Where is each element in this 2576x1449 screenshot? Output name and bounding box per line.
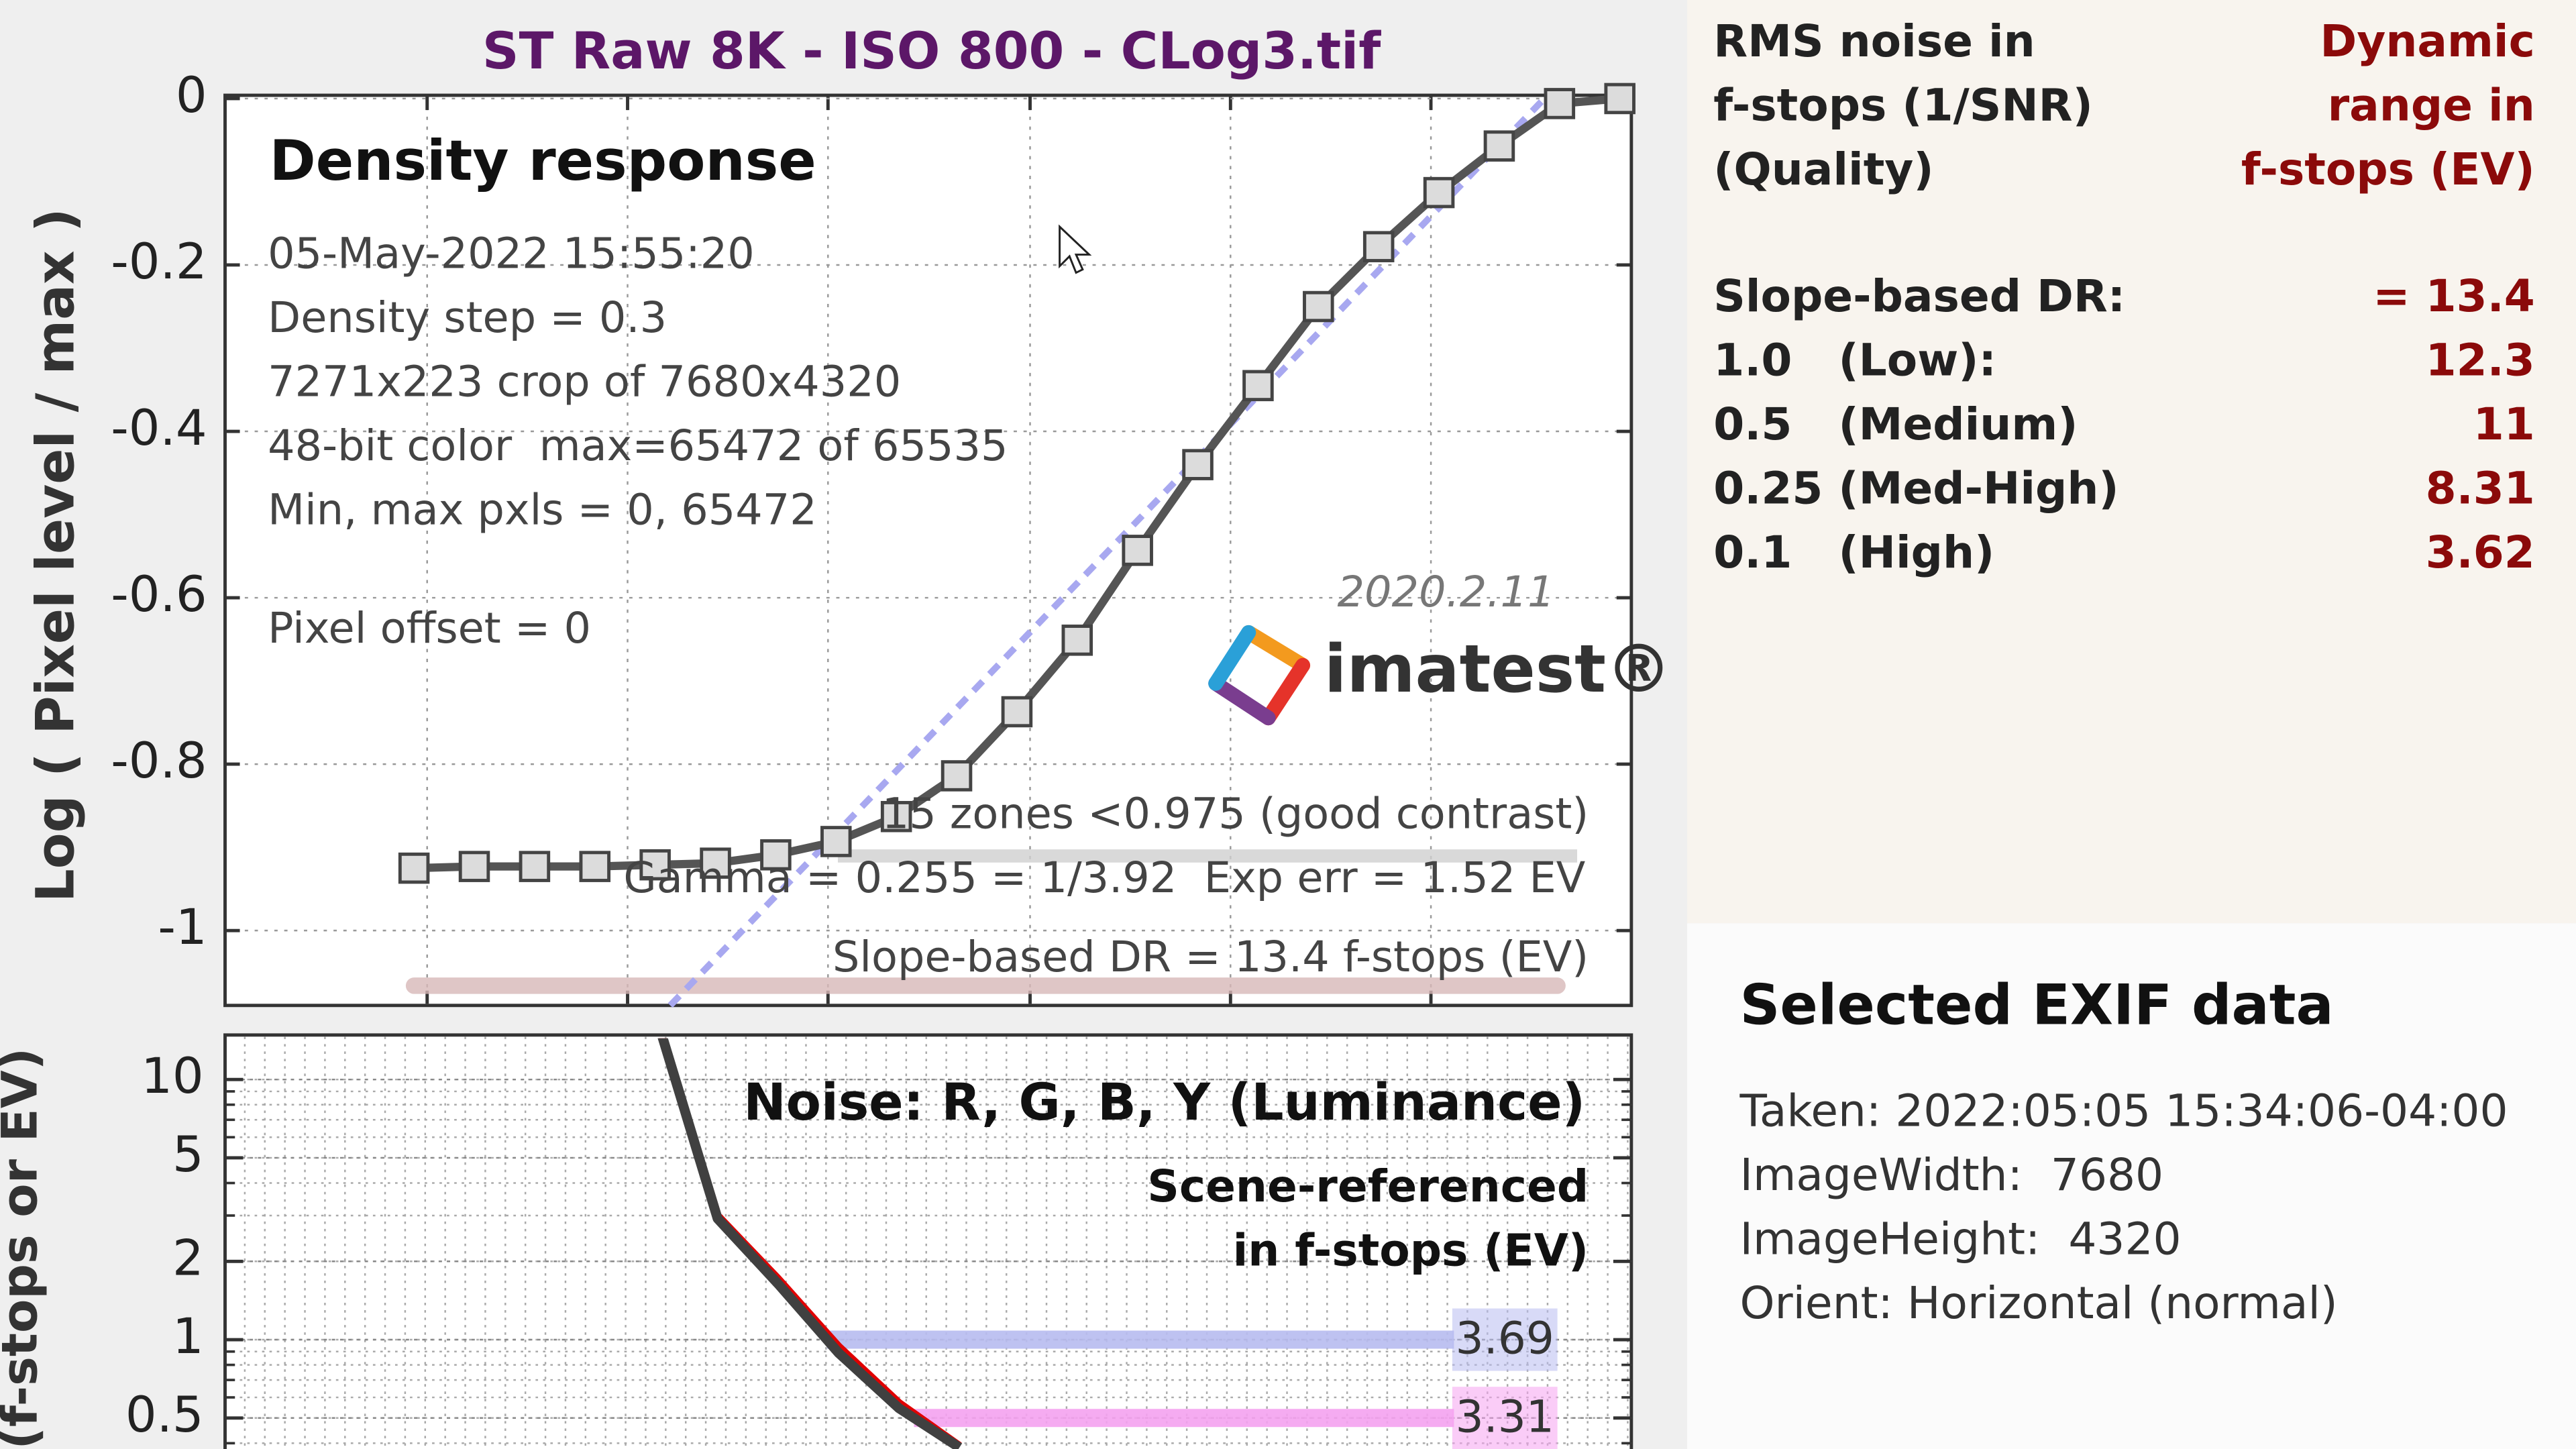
exif-line: ImageHeight: 4320 <box>1739 1213 2181 1265</box>
header: RMS noise in <box>1713 15 2035 67</box>
data-point <box>1001 696 1033 728</box>
header: (Quality) <box>1713 144 1933 195</box>
data-point <box>1242 370 1274 402</box>
annotation: Pixel offset = 0 <box>268 604 591 653</box>
data-point <box>1182 449 1214 480</box>
y-tick-label: -0.2 <box>111 233 207 290</box>
y-tick-label: 10 <box>141 1048 203 1105</box>
y-axis-label: (f-stops or EV) <box>0 1048 48 1449</box>
data-point <box>880 800 912 833</box>
annotation: 05-May-2022 15:55:20 <box>268 229 755 279</box>
data-point <box>1122 535 1153 566</box>
header: f-stops (EV) <box>2241 144 2535 195</box>
annotation: 7271x223 crop of 7680x4320 <box>268 358 901 407</box>
data-point <box>1061 625 1093 656</box>
row-value: 11 <box>2473 398 2535 450</box>
header: Dynamic <box>2320 15 2534 67</box>
data-point <box>458 851 490 882</box>
y-tick-label: -0.8 <box>111 733 207 790</box>
data-point <box>1423 176 1455 209</box>
data-point <box>1544 88 1576 119</box>
row-label: 0.1 (High) <box>1713 527 1994 578</box>
exif-line: Taken: 2022:05:05 15:34:06-04:00 <box>1739 1085 2508 1136</box>
row-label: Slope-based DR: <box>1713 270 2125 322</box>
row-label: 1.0 (Low): <box>1713 334 1996 386</box>
annotation: Slope-based DR = 13.4 f-stops (EV) <box>833 932 1589 982</box>
data-point <box>700 847 731 879</box>
annotation: 15 zones <0.975 (good contrast) <box>882 790 1589 839</box>
logo: imatest® <box>1324 631 1672 708</box>
row-value: = 13.4 <box>2373 270 2535 322</box>
version: 2020.2.11 <box>1337 568 1554 617</box>
y-tick-label: -1 <box>158 899 207 956</box>
mouse-cursor <box>1059 224 1092 274</box>
y-tick-label: 2 <box>172 1230 204 1287</box>
dr-label-bg <box>1452 1387 1558 1449</box>
data-point <box>941 760 973 792</box>
exif-line: ImageWidth: 7680 <box>1739 1149 2163 1201</box>
chart-title: ST Raw 8K - ISO 800 - CLog3.tif <box>482 21 1381 80</box>
row-value: 3.62 <box>2426 527 2535 578</box>
annotation: Gamma = 0.255 = 1/3.92 Exp err = 1.52 EV <box>623 853 1585 903</box>
data-point <box>398 852 430 884</box>
data-point <box>820 826 852 857</box>
dr-rows: Slope-based DR: = 13.4 1.0 (Low): 12.3 0.5 (… <box>1713 270 2534 578</box>
annotation: Density step = 0.3 <box>268 293 667 343</box>
exif-title: Selected EXIF data <box>1739 973 2333 1038</box>
chart-subtitle: in f-stops (EV) <box>1233 1225 1589 1277</box>
chart-subtitle: Density response <box>270 128 816 193</box>
y-tick-label: -0.4 <box>111 400 207 457</box>
y-tick-label: 5 <box>172 1126 204 1183</box>
y-axis-label: Log ( Pixel level / max ) <box>25 208 87 902</box>
dr-label: 3.69 <box>1456 1313 1554 1364</box>
chart-subtitle: Scene-referenced <box>1147 1161 1589 1212</box>
slope-line <box>667 96 1547 1008</box>
data-point <box>760 839 792 871</box>
header: range in <box>2328 80 2535 131</box>
row-label: 0.25 (Med-High) <box>1713 462 2118 514</box>
exif-panel <box>1687 923 2576 1449</box>
data-line <box>657 1038 963 1449</box>
exif-line: Orient: Horizontal (normal) <box>1739 1277 2337 1329</box>
row-label: 0.5 (Medium) <box>1713 398 2078 450</box>
data-point <box>579 851 611 882</box>
dr-label-bg <box>1452 1308 1558 1371</box>
data-point <box>519 851 551 882</box>
annotation: Min, max pxls = 0, 65472 <box>268 486 817 535</box>
annotation: 48-bit color max=65472 of 65535 <box>268 421 1008 471</box>
density-chart: 0 -0.2 -0.4 -0.6 -0.8 -1 <box>111 67 1635 1008</box>
noise-curves <box>657 1038 963 1449</box>
data-point <box>1604 83 1635 115</box>
y-tick-label: 0 <box>176 67 207 124</box>
y-tick-label: -0.6 <box>111 566 207 623</box>
data-point <box>1362 231 1395 262</box>
data-point <box>1483 130 1515 162</box>
noise-chart: 10 5 2 1 0.5 3.69 3.31 <box>125 1036 1631 1449</box>
data-point <box>1303 290 1334 323</box>
logo-mark <box>1208 625 1311 726</box>
data-point <box>639 849 671 881</box>
y-tick-label: 1 <box>172 1308 204 1365</box>
y-tick-label: 0.5 <box>125 1387 204 1444</box>
dr-panel <box>1687 0 2576 924</box>
header: f-stops (1/SNR) <box>1713 80 2093 131</box>
chart-title: Noise: R, G, B, Y (Luminance) <box>743 1073 1585 1132</box>
dr-label: 3.31 <box>1456 1391 1554 1442</box>
row-value: 12.3 <box>2426 334 2535 386</box>
row-value: 8.31 <box>2426 462 2535 514</box>
